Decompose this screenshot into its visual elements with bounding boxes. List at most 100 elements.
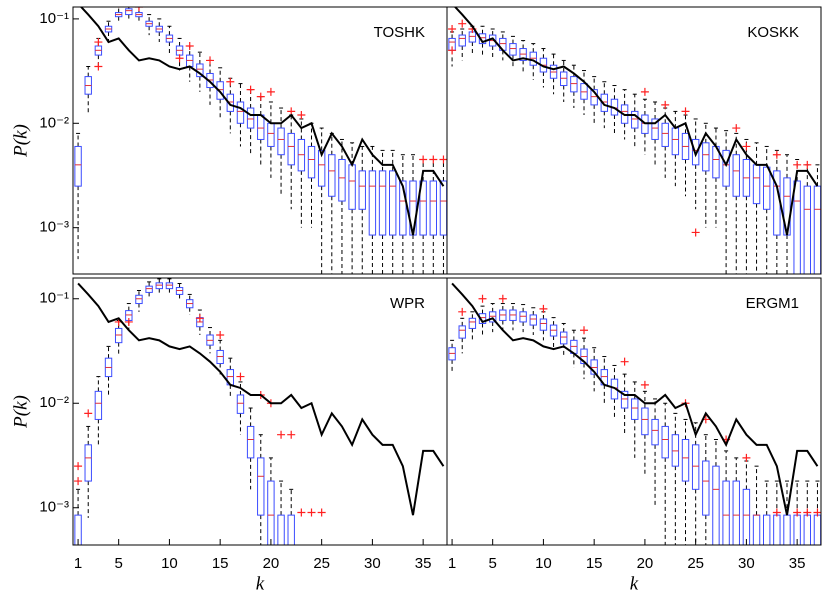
x-tick-label: 1 [74, 555, 82, 572]
panel-frame [446, 6, 822, 275]
box [175, 287, 184, 295]
box [368, 170, 377, 236]
box [773, 514, 781, 545]
outlier [429, 155, 438, 164]
box [267, 480, 275, 545]
panel-frame [446, 277, 822, 546]
box [813, 185, 821, 274]
box [722, 149, 730, 187]
outlier [317, 508, 326, 517]
outlier [580, 326, 589, 335]
box [257, 457, 265, 516]
box [661, 122, 669, 147]
box [661, 425, 669, 459]
outlier [175, 54, 184, 63]
box [732, 480, 740, 545]
box [752, 164, 761, 205]
box [813, 514, 821, 545]
x-tick-label: 10 [535, 555, 552, 572]
plot-area [448, 282, 821, 545]
box [226, 93, 235, 112]
box [277, 127, 285, 156]
box [145, 285, 153, 293]
box [114, 327, 123, 344]
x-tick-label: 15 [586, 555, 603, 572]
box [671, 127, 680, 156]
outlier [803, 508, 812, 517]
box [691, 444, 700, 490]
outlier [246, 85, 255, 94]
outlier [287, 430, 296, 439]
box [348, 164, 356, 210]
box [267, 122, 275, 147]
outlier [439, 155, 447, 164]
outlier [134, 7, 143, 11]
observed-line [79, 7, 445, 236]
box [277, 514, 285, 545]
box [84, 444, 92, 482]
box [155, 282, 163, 290]
box [439, 180, 447, 236]
box [399, 180, 407, 236]
box [236, 394, 245, 414]
box [641, 407, 649, 436]
outlier [772, 150, 781, 159]
box [752, 514, 761, 545]
outlier [297, 508, 306, 517]
x-tick-label: 10 [161, 555, 178, 572]
outlier [681, 107, 690, 116]
outlier [84, 409, 93, 418]
panel-title: KOSKK [747, 24, 799, 41]
y-tick-label: 10⁻² [39, 114, 69, 131]
outlier [458, 19, 467, 28]
box [519, 311, 527, 323]
x-tick-label: 30 [738, 555, 755, 572]
x-axis-label: k [256, 573, 265, 594]
box [74, 514, 82, 545]
box [793, 180, 801, 274]
box [389, 170, 397, 236]
outlier [772, 508, 781, 517]
box [702, 142, 710, 172]
outlier [216, 330, 225, 339]
x-tick-label: 1 [448, 555, 456, 572]
outlier [277, 430, 286, 439]
box [631, 398, 639, 420]
box [135, 294, 143, 305]
box [429, 180, 437, 236]
box [317, 149, 326, 187]
box [458, 34, 466, 47]
outlier [256, 92, 265, 101]
outlier [732, 124, 741, 133]
outlier [74, 462, 83, 471]
panel-title: ERGM1 [746, 295, 799, 312]
box [631, 110, 639, 129]
box [488, 311, 497, 323]
outlier [458, 307, 467, 316]
box [257, 114, 265, 140]
outlier [620, 357, 629, 366]
outlier [307, 508, 316, 517]
box [74, 145, 82, 187]
box [328, 154, 336, 197]
box [468, 31, 477, 43]
box [651, 418, 659, 446]
x-tick-label: 25 [313, 555, 330, 572]
box [560, 331, 568, 345]
outlier [793, 508, 802, 517]
x-tick-label: 30 [364, 555, 381, 572]
y-tick-label: 10⁻¹ [39, 290, 69, 307]
box [246, 425, 255, 459]
outlier [297, 111, 306, 120]
x-tick-label: 20 [637, 555, 654, 572]
observed-line [453, 7, 819, 236]
outlier [498, 294, 507, 303]
x-tick-label: 15 [212, 555, 229, 572]
box [763, 166, 771, 210]
outlier [266, 87, 275, 96]
outlier [793, 160, 802, 169]
outlier [478, 294, 487, 303]
box [94, 390, 103, 420]
y-tick-label: 10⁻¹ [39, 10, 69, 27]
outlier [661, 100, 670, 109]
